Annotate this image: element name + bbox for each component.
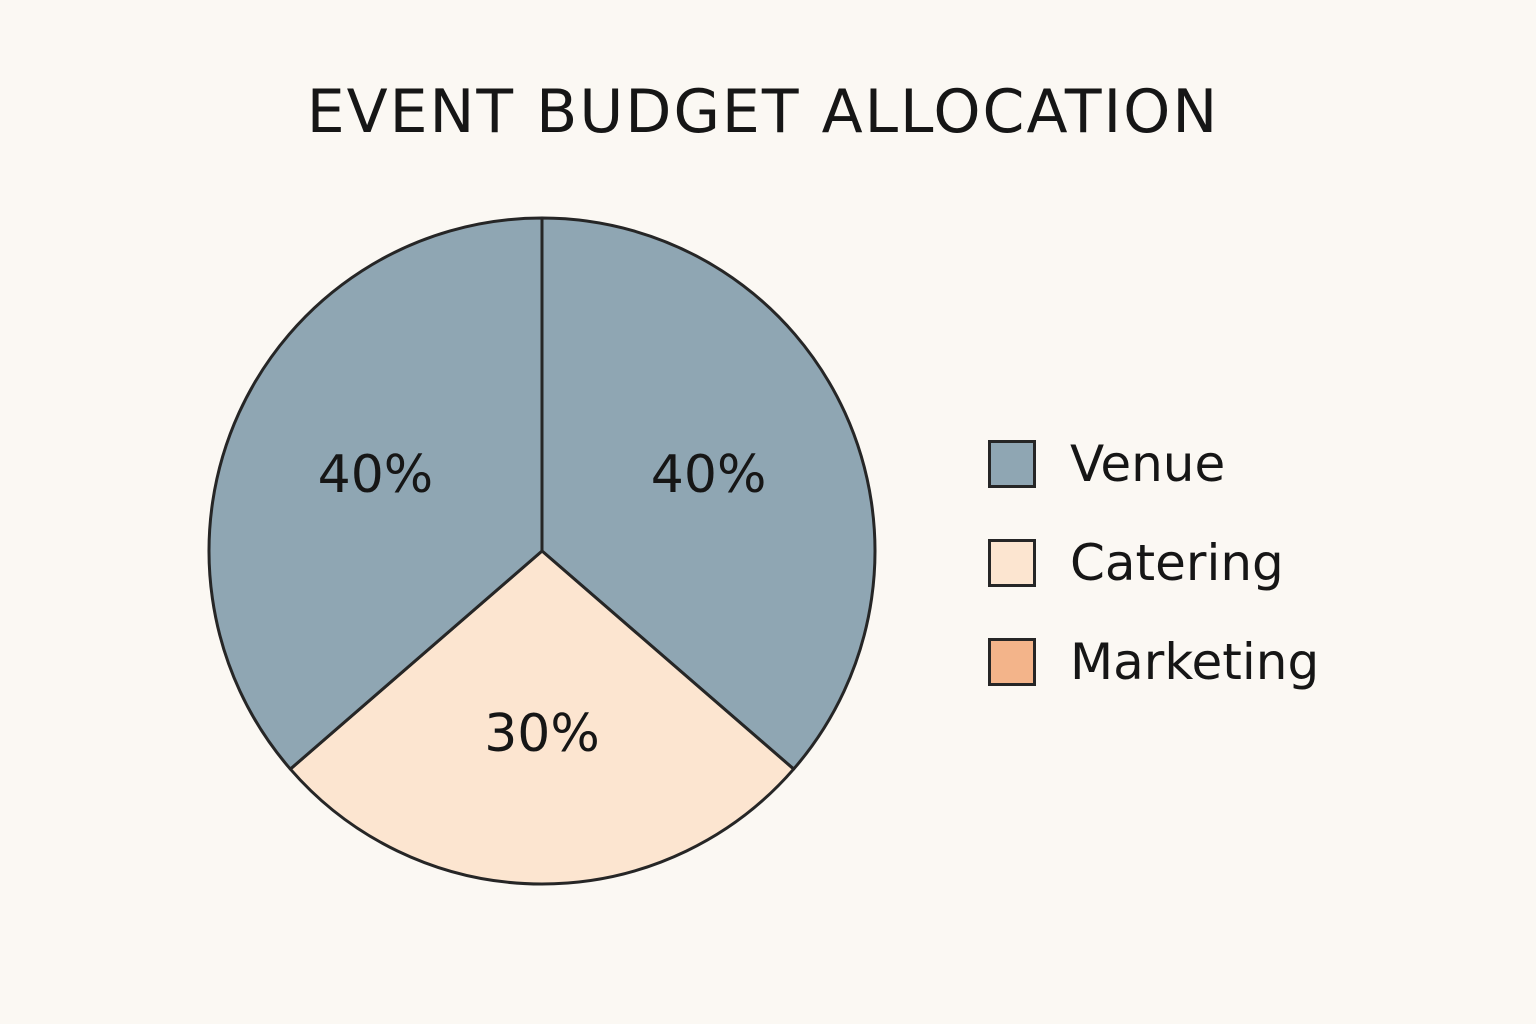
- legend-label-catering: Catering: [1070, 534, 1284, 592]
- pie-slice-bottom: [288, 549, 796, 886]
- pie-label-right: 40%: [651, 445, 767, 505]
- legend-item-catering: Catering: [988, 537, 1319, 589]
- legend-item-marketing: Marketing: [988, 636, 1319, 688]
- pie-label-bottom: 30%: [484, 704, 600, 764]
- pie-slice-left: [207, 216, 544, 771]
- legend-label-venue: Venue: [1070, 435, 1226, 493]
- legend-label-marketing: Marketing: [1070, 633, 1320, 691]
- legend-item-venue: Venue: [988, 438, 1319, 490]
- legend-swatch-marketing: [988, 638, 1036, 686]
- legend: Venue Catering Marketing: [988, 438, 1319, 735]
- chart-title: EVENT BUDGET ALLOCATION: [306, 77, 1220, 147]
- legend-swatch-venue: [988, 440, 1036, 488]
- pie-slice-right: [540, 216, 877, 771]
- legend-swatch-catering: [988, 539, 1036, 587]
- pie-label-left: 40%: [318, 445, 434, 505]
